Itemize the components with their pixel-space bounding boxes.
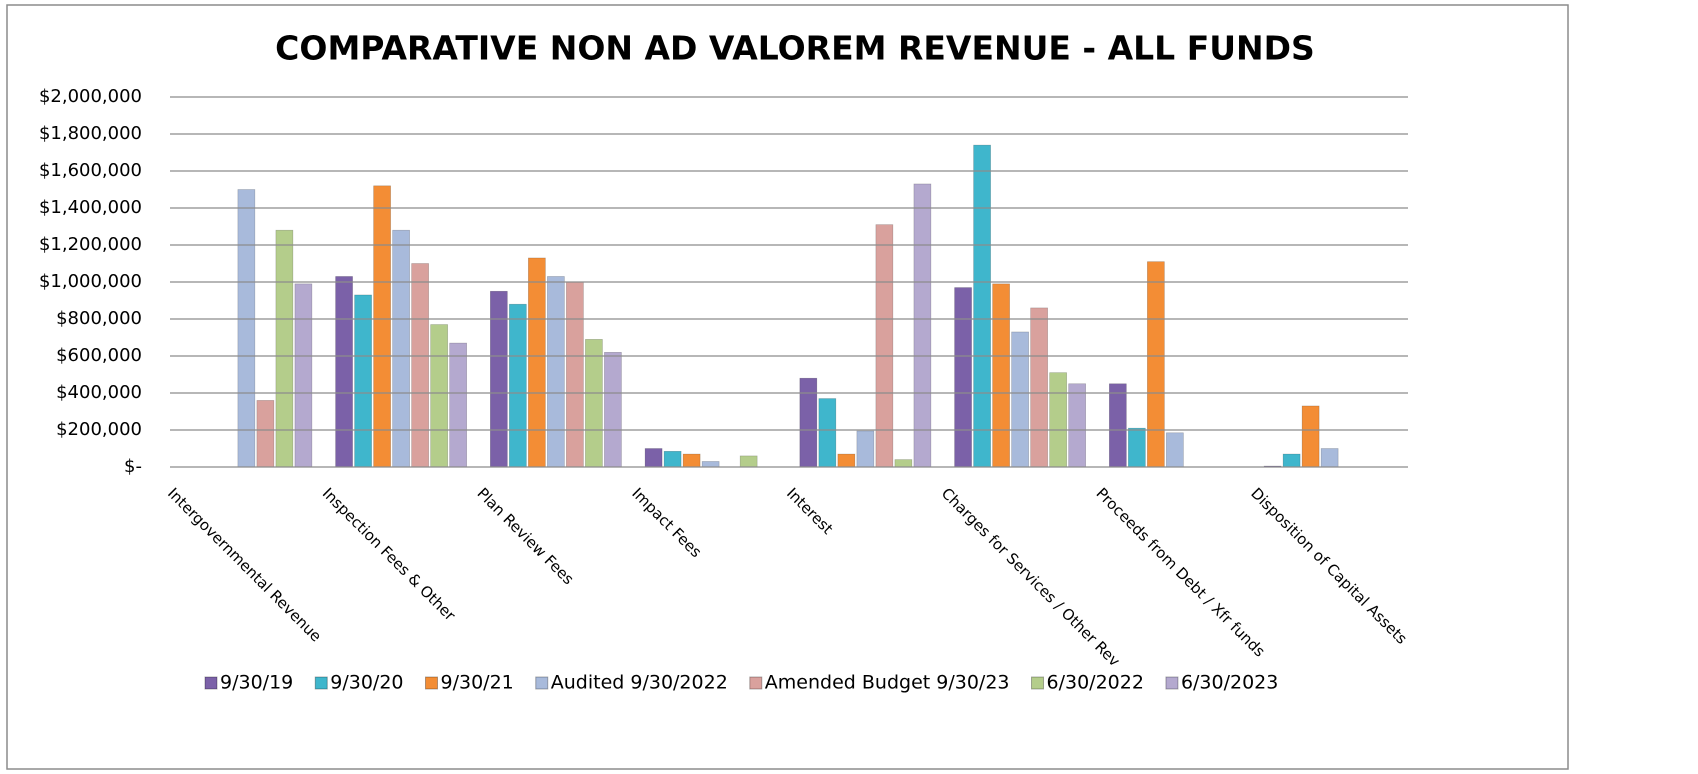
bar xyxy=(430,324,448,468)
bar xyxy=(237,189,256,468)
bar xyxy=(1068,383,1086,468)
bar xyxy=(1320,448,1339,468)
legend-swatch xyxy=(1165,676,1179,690)
bar xyxy=(1109,383,1127,468)
bar xyxy=(1011,331,1029,468)
bar xyxy=(449,342,467,468)
bar xyxy=(992,283,1010,468)
bar xyxy=(1030,307,1048,468)
legend-label: 6/30/2022 xyxy=(1047,672,1144,694)
bar xyxy=(294,283,313,468)
legend-swatch xyxy=(204,676,218,690)
bar xyxy=(739,455,758,468)
legend-label: 9/30/19 xyxy=(220,672,293,694)
legend-swatch xyxy=(425,676,438,690)
y-tick-label: $1,800,000 xyxy=(39,123,142,144)
y-tick-label: $1,000,000 xyxy=(39,271,142,292)
bar xyxy=(682,453,701,468)
y-tick-label: $1,200,000 xyxy=(39,234,142,255)
y-tick-label: $600,000 xyxy=(56,345,142,366)
legend-swatch xyxy=(535,676,549,690)
y-tick-label: $1,600,000 xyxy=(39,160,142,181)
legend-label: Amended Budget 9/30/23 xyxy=(765,672,1010,694)
bar xyxy=(894,459,913,468)
chart-title: COMPARATIVE NON AD VALOREM REVENUE - ALL… xyxy=(275,29,1315,68)
bar xyxy=(1301,405,1320,468)
legend-swatch xyxy=(749,676,763,690)
bar xyxy=(954,287,972,468)
bar xyxy=(256,400,275,468)
bar xyxy=(913,183,932,468)
bar xyxy=(392,229,410,468)
legend-label: 9/30/21 xyxy=(441,672,514,694)
bar xyxy=(663,450,682,468)
legend-label: 6/30/2023 xyxy=(1181,672,1278,694)
y-tick-label: $2,000,000 xyxy=(39,86,142,107)
bar xyxy=(1128,427,1146,468)
bar xyxy=(1282,453,1301,468)
bar xyxy=(547,276,565,468)
bar xyxy=(354,294,372,468)
y-tick-label: $200,000 xyxy=(56,419,142,440)
legend-label: 9/30/20 xyxy=(330,672,403,694)
bar xyxy=(604,351,622,468)
bar xyxy=(856,430,875,468)
bar xyxy=(585,339,603,468)
y-tick-label: $800,000 xyxy=(56,308,142,329)
bar xyxy=(1147,261,1165,468)
bar xyxy=(528,257,546,468)
bar xyxy=(490,290,508,468)
bar xyxy=(799,377,818,468)
bar xyxy=(373,185,391,468)
legend-swatch xyxy=(1031,676,1045,690)
bar xyxy=(1049,372,1067,468)
bar xyxy=(1166,432,1184,468)
legend-label: Audited 9/30/2022 xyxy=(551,672,728,694)
bar xyxy=(566,281,584,468)
bar xyxy=(275,229,294,468)
legend-swatch xyxy=(314,676,328,690)
bar xyxy=(837,453,856,468)
y-tick-label: $1,400,000 xyxy=(39,197,142,218)
bar xyxy=(335,276,353,468)
bar xyxy=(973,144,991,468)
chart-border xyxy=(6,4,1569,770)
bar xyxy=(509,303,527,468)
y-tick-label: $- xyxy=(124,456,142,477)
bar xyxy=(411,263,429,468)
y-tick-label: $400,000 xyxy=(56,382,142,403)
bar xyxy=(818,398,837,468)
bar xyxy=(701,461,720,468)
plot-area xyxy=(237,144,1339,468)
bar xyxy=(644,448,663,468)
bar xyxy=(875,224,894,468)
